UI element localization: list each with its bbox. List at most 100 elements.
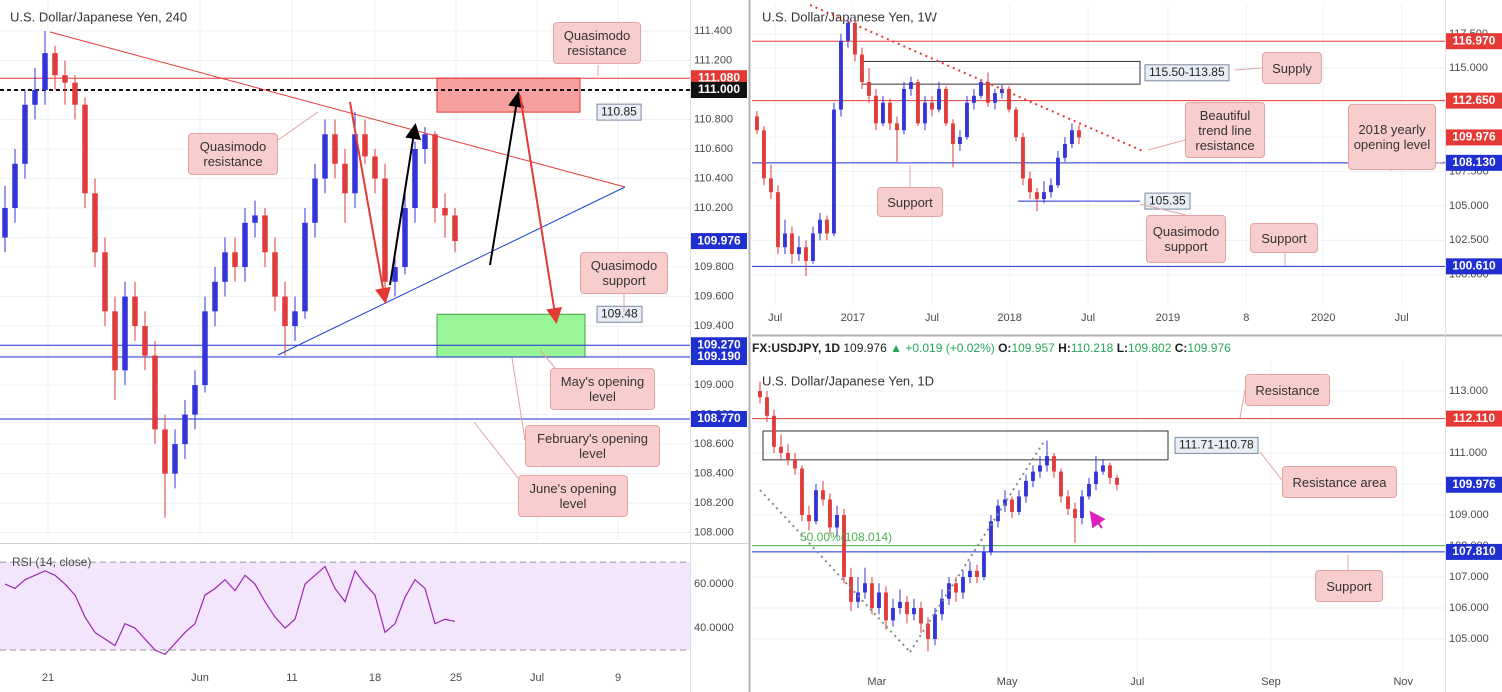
candle-body bbox=[832, 109, 836, 234]
y-tick-label: 109.800 bbox=[694, 261, 734, 273]
x-tick-label: 2019 bbox=[1156, 312, 1180, 324]
candle-body bbox=[1042, 192, 1046, 200]
candle-body bbox=[954, 583, 958, 593]
candle-body bbox=[986, 82, 990, 103]
callout: Quasimodo support bbox=[580, 252, 668, 294]
rsi-tick-label: 60.0000 bbox=[694, 578, 734, 590]
candle-body bbox=[12, 163, 18, 209]
candle-body bbox=[989, 521, 993, 553]
x-tick-label: May bbox=[997, 676, 1018, 688]
candle-body bbox=[1063, 143, 1067, 158]
candle-body bbox=[212, 281, 218, 312]
trend-line bbox=[277, 186, 626, 356]
candle-body bbox=[412, 149, 418, 209]
callout-pointer bbox=[1139, 203, 1187, 216]
candle-body bbox=[1038, 465, 1042, 472]
ohlc-value: 110.218 bbox=[1070, 341, 1114, 355]
arrow bbox=[349, 101, 391, 304]
callout: 2018 yearly opening level bbox=[1348, 104, 1436, 170]
y-tick-label: 115.000 bbox=[1449, 62, 1488, 74]
candle-body bbox=[1077, 130, 1081, 138]
zone-label-box bbox=[596, 305, 643, 323]
candle-body bbox=[172, 444, 178, 474]
candle-body bbox=[944, 88, 948, 124]
candle-body bbox=[898, 601, 902, 609]
candle-body bbox=[322, 134, 328, 179]
plot-area bbox=[752, 381, 1445, 652]
price-tag-label: 112.110 bbox=[1453, 411, 1495, 425]
y-tick-label: 106.000 bbox=[1449, 602, 1489, 614]
callout: Support bbox=[877, 187, 943, 217]
candle-body bbox=[1101, 465, 1105, 472]
rsi-band bbox=[0, 562, 690, 651]
rsi-label: RSI (14, close) bbox=[12, 555, 91, 569]
candle-body bbox=[72, 82, 78, 105]
candle-body bbox=[846, 22, 850, 41]
candle-body bbox=[1031, 471, 1035, 481]
chart-title: U.S. Dollar/Japanese Yen, 1D bbox=[762, 373, 934, 388]
candle-body bbox=[958, 137, 962, 144]
change: +0.019 (+0.02%) bbox=[905, 341, 995, 355]
candle-body bbox=[916, 82, 920, 124]
y-tick-label: 110.800 bbox=[694, 113, 733, 125]
candle-body bbox=[818, 219, 822, 234]
callout-pointer bbox=[1147, 139, 1186, 151]
callout: May's opening level bbox=[550, 368, 655, 410]
callout: Support bbox=[1250, 223, 1318, 253]
candle-body bbox=[905, 601, 909, 615]
callout-pointer bbox=[473, 421, 519, 479]
candle-body bbox=[232, 252, 238, 268]
candle-body bbox=[22, 104, 28, 164]
candle-body bbox=[912, 608, 916, 615]
price-tag bbox=[1446, 129, 1502, 146]
price-tag bbox=[1446, 92, 1502, 109]
last-price: 109.976 bbox=[843, 341, 887, 355]
candle-body bbox=[252, 215, 258, 223]
candle-body bbox=[762, 130, 766, 179]
x-tick-label: Jul bbox=[1395, 312, 1409, 324]
candle-body bbox=[292, 311, 298, 327]
callout: Quasimodo resistance bbox=[553, 22, 641, 64]
price-tag-label: 108.130 bbox=[1452, 155, 1496, 169]
candle-body bbox=[979, 82, 983, 96]
y-tick-label: 110.200 bbox=[694, 202, 733, 214]
change-arrow: ▲ bbox=[890, 341, 902, 355]
price-tag bbox=[1446, 154, 1502, 171]
candle-body bbox=[372, 156, 378, 179]
candle-body bbox=[849, 577, 853, 602]
candle-body bbox=[42, 53, 48, 90]
x-tick-label: Jul bbox=[768, 312, 782, 324]
candle-body bbox=[961, 577, 965, 593]
price-tag-label: 100.610 bbox=[1452, 259, 1496, 273]
plot-area bbox=[752, 18, 1445, 277]
candle-body bbox=[1014, 109, 1018, 138]
candle-body bbox=[1073, 508, 1077, 519]
price-tag-label: 109.976 bbox=[1452, 477, 1496, 491]
x-tick-label: 9 bbox=[615, 672, 621, 684]
symbol-header: FX:USDJPY, 1D 109.976 ▲ +0.019 (+0.02%) … bbox=[752, 341, 1231, 355]
ohlc-label: H: bbox=[1058, 341, 1071, 355]
callout-pointer bbox=[1239, 389, 1246, 419]
candle-body bbox=[1017, 496, 1021, 512]
chart-4h: U.S. Dollar/Japanese Yen, 240 108.000 108.… bbox=[0, 0, 747, 684]
candle-body bbox=[972, 95, 976, 103]
candle-body bbox=[951, 123, 955, 144]
chart-title: U.S. Dollar/Japanese Yen, 1W bbox=[762, 9, 938, 24]
y-tick-label: 110.400 bbox=[694, 172, 733, 184]
candle-body bbox=[877, 592, 881, 609]
y-tick-label: 111.400 bbox=[694, 25, 732, 37]
candle-body bbox=[452, 215, 458, 242]
y-tick-label: 107.000 bbox=[1449, 571, 1489, 583]
candle-body bbox=[432, 134, 438, 209]
zone-label: 109.48 bbox=[601, 306, 638, 320]
candle-body bbox=[1049, 185, 1053, 193]
callout: Support bbox=[1315, 570, 1383, 602]
callout: Resistance bbox=[1245, 374, 1330, 406]
candle-body bbox=[272, 252, 278, 297]
candle-body bbox=[937, 88, 941, 110]
rsi-tick-label: 40.0000 bbox=[694, 622, 734, 634]
candle-body bbox=[821, 490, 825, 500]
x-tick-label: Nov bbox=[1393, 676, 1413, 688]
x-tick-label: Sep bbox=[1261, 676, 1281, 688]
